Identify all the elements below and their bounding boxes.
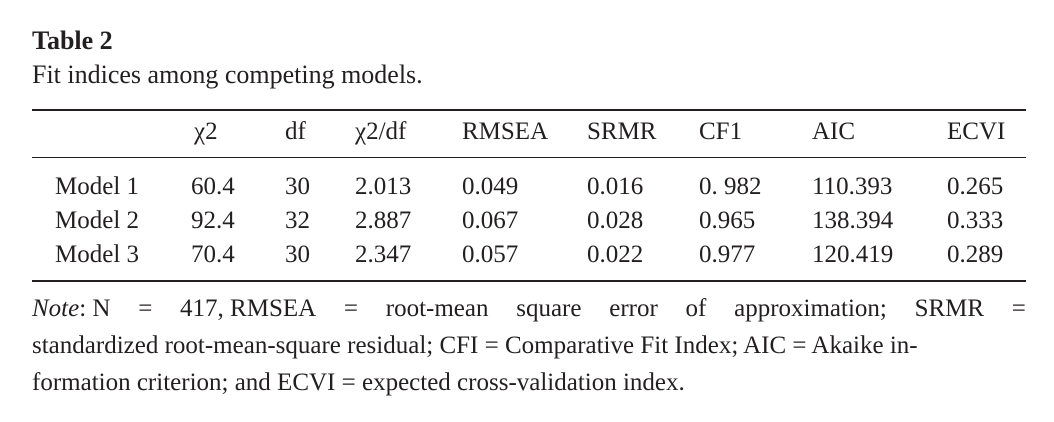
- note-word: =: [343, 295, 359, 322]
- header-chi2: χ2: [194, 118, 218, 145]
- header-rule: [32, 157, 1026, 158]
- cell-aic: 110.393: [812, 173, 893, 200]
- cell-chi2-df: 2.013: [355, 173, 412, 200]
- header-ecvi: ECVI: [947, 118, 1006, 145]
- row-label: Model 1: [55, 173, 140, 200]
- header-chi2-df: χ2/df: [355, 118, 407, 145]
- bottom-rule: [32, 280, 1026, 282]
- cell-aic: 120.419: [812, 241, 894, 268]
- note-label: Note: [32, 295, 80, 322]
- cell-chi2-df: 2.887: [355, 207, 412, 234]
- cell-srmr: 0.028: [587, 207, 644, 234]
- header-rmsea: RMSEA: [462, 118, 549, 145]
- cell-rmsea: 0.049: [462, 173, 519, 200]
- cell-chi2: 92.4: [191, 207, 235, 234]
- row-label: Model 3: [55, 241, 140, 268]
- header-cfi: CF1: [699, 118, 743, 145]
- cell-cfi: 0.965: [699, 207, 756, 234]
- row-label: Model 2: [55, 207, 140, 234]
- note-line-2: standardized root-mean-square residual; …: [32, 332, 918, 359]
- note-first-word: Note: N: [32, 290, 110, 327]
- cell-ecvi: 0.265: [947, 173, 1004, 200]
- cell-rmsea: 0.057: [462, 241, 519, 268]
- cell-cfi: 0.977: [699, 241, 756, 268]
- table-note: Note: N = 417, RMSEA = root-mean square …: [32, 290, 1026, 401]
- cell-rmsea: 0.067: [462, 207, 519, 234]
- header-aic: AIC: [812, 118, 856, 145]
- note-line-3: formation criterion; and ECVI = expected…: [32, 369, 685, 396]
- cell-df: 32: [285, 207, 310, 234]
- note-word: 417, RMSEA: [180, 295, 317, 322]
- note-word: error: [609, 295, 658, 322]
- cell-cfi: 0. 982: [699, 173, 762, 200]
- cell-chi2: 70.4: [191, 241, 235, 268]
- cell-chi2: 60.4: [191, 173, 235, 200]
- top-rule: [32, 109, 1026, 111]
- table-description: Fit indices among competing models.: [32, 60, 423, 89]
- cell-aic: 138.394: [812, 207, 894, 234]
- note-word: =: [138, 295, 153, 322]
- cell-srmr: 0.016: [587, 173, 644, 200]
- note-word: of: [685, 295, 707, 322]
- cell-ecvi: 0.289: [947, 241, 1004, 268]
- note-word: SRMR: [914, 295, 985, 322]
- note-word: approximation;: [734, 295, 887, 322]
- note-line-1: Note: N = 417, RMSEA = root-mean square …: [32, 290, 1026, 327]
- cell-chi2-df: 2.347: [355, 241, 412, 268]
- note-word: =: [1011, 295, 1026, 322]
- cell-srmr: 0.022: [587, 241, 644, 268]
- cell-ecvi: 0.333: [947, 207, 1004, 234]
- note-word: root-mean: [385, 295, 489, 322]
- header-srmr: SRMR: [587, 118, 657, 145]
- cell-df: 30: [285, 173, 310, 200]
- note-word: : N: [79, 295, 111, 322]
- cell-df: 30: [285, 241, 310, 268]
- header-df: df: [285, 118, 306, 145]
- table-title: Table 2: [32, 26, 113, 55]
- note-word: square: [516, 295, 582, 322]
